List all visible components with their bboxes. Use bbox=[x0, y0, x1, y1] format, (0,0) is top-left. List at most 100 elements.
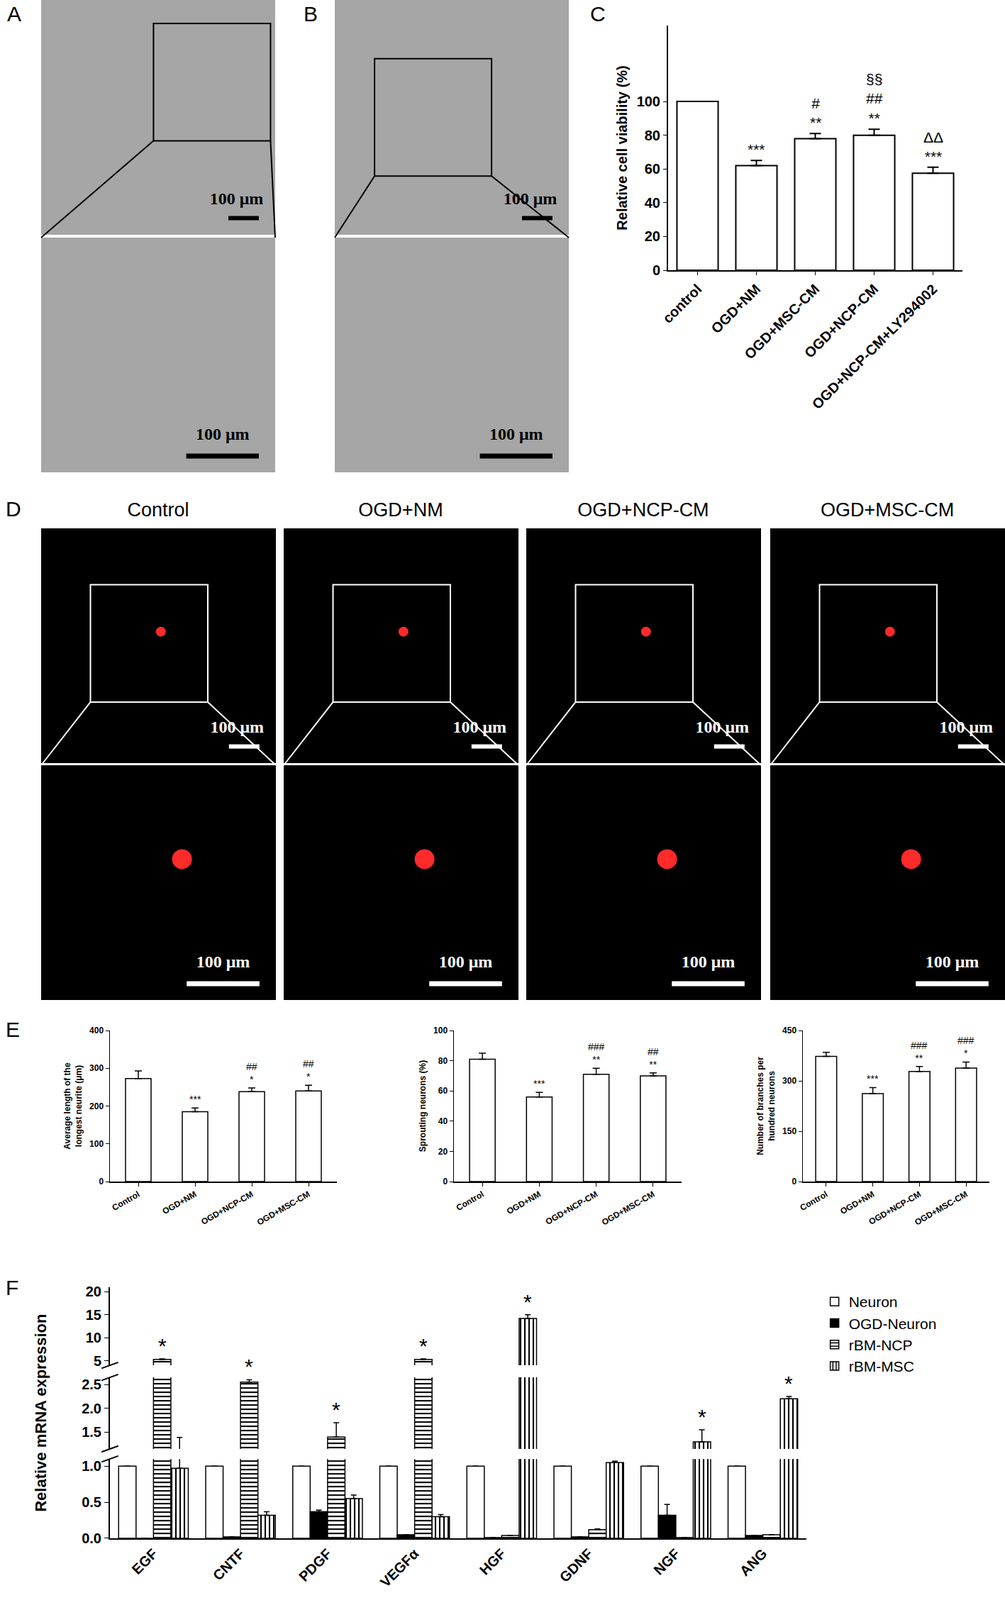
svg-text:OGD+MSC-CM: OGD+MSC-CM bbox=[741, 280, 823, 362]
svg-text:100: 100 bbox=[89, 1139, 104, 1149]
svg-text:15: 15 bbox=[85, 1307, 102, 1323]
svg-text:100 μm: 100 μm bbox=[453, 717, 508, 737]
svg-text:OGD+NM: OGD+NM bbox=[838, 1189, 876, 1218]
svg-text:OGD+MSC-CM: OGD+MSC-CM bbox=[912, 1189, 969, 1228]
svg-text:10: 10 bbox=[85, 1329, 102, 1346]
svg-text:control: control bbox=[659, 280, 705, 326]
svg-text:GDNF: GDNF bbox=[556, 1545, 596, 1586]
svg-text:100 μm: 100 μm bbox=[209, 189, 264, 208]
svg-text:E: E bbox=[5, 1017, 20, 1042]
svg-text:ΔΔ***: ΔΔ*** bbox=[923, 129, 944, 165]
svg-text:40: 40 bbox=[644, 195, 661, 211]
svg-text:A: A bbox=[7, 2, 22, 26]
svg-text:0: 0 bbox=[791, 1176, 797, 1187]
svg-text:1.0: 1.0 bbox=[81, 1458, 102, 1474]
svg-text:0.5: 0.5 bbox=[81, 1494, 102, 1510]
svg-text:Number of branches perhundred: Number of branches perhundred neurons bbox=[755, 1056, 777, 1156]
svg-text:§§##**: §§##** bbox=[865, 70, 884, 127]
svg-text:100 μm: 100 μm bbox=[695, 717, 750, 737]
svg-text:200: 200 bbox=[89, 1101, 104, 1112]
svg-text:Relative mRNA expression: Relative mRNA expression bbox=[31, 1314, 50, 1513]
svg-text:0: 0 bbox=[652, 262, 661, 279]
svg-text:***: *** bbox=[747, 141, 766, 158]
svg-text:***: *** bbox=[189, 1093, 202, 1106]
svg-text:20: 20 bbox=[85, 1283, 102, 1300]
svg-text:OGD+NCP-CM+LY294002: OGD+NCP-CM+LY294002 bbox=[809, 280, 941, 413]
svg-text:450: 450 bbox=[782, 1025, 797, 1036]
svg-text:150: 150 bbox=[782, 1126, 797, 1137]
svg-text:CNTF: CNTF bbox=[209, 1545, 248, 1584]
svg-text:Average length of thelongest n: Average length of thelongest neurite (μm… bbox=[62, 1062, 84, 1150]
svg-text:60: 60 bbox=[438, 1085, 449, 1096]
svg-text:***: *** bbox=[866, 1073, 879, 1085]
svg-text:*: * bbox=[419, 1334, 428, 1358]
svg-text:Control: Control bbox=[110, 1189, 142, 1213]
svg-text:100 μm: 100 μm bbox=[439, 952, 493, 971]
svg-text:100: 100 bbox=[433, 1025, 448, 1036]
svg-text:###*: ###* bbox=[957, 1034, 975, 1059]
svg-text:OGD-Neuron: OGD-Neuron bbox=[848, 1315, 937, 1332]
svg-text:##*: ##* bbox=[246, 1061, 258, 1086]
svg-text:Sprouting neurons (%): Sprouting neurons (%) bbox=[417, 1060, 428, 1152]
svg-text:80: 80 bbox=[438, 1056, 449, 1066]
svg-text:40: 40 bbox=[438, 1116, 449, 1127]
svg-text:OGD+NM: OGD+NM bbox=[707, 280, 764, 337]
svg-text:2.0: 2.0 bbox=[81, 1400, 102, 1417]
svg-text:*: * bbox=[523, 1290, 532, 1314]
svg-text:C: C bbox=[590, 2, 606, 26]
svg-text:EGF: EGF bbox=[129, 1545, 161, 1578]
svg-text:*: * bbox=[697, 1405, 707, 1429]
svg-text:OGD+MSC-CM: OGD+MSC-CM bbox=[255, 1189, 312, 1228]
svg-text:2.5: 2.5 bbox=[81, 1376, 102, 1393]
svg-text:B: B bbox=[303, 2, 318, 26]
svg-text:rBM-NCP: rBM-NCP bbox=[848, 1336, 913, 1354]
svg-text:20: 20 bbox=[644, 228, 661, 244]
svg-text:100 μm: 100 μm bbox=[195, 424, 250, 444]
svg-text:##**: ##** bbox=[647, 1046, 659, 1071]
svg-text:OGD+NCP-CM: OGD+NCP-CM bbox=[867, 1189, 923, 1227]
svg-text:D: D bbox=[5, 497, 22, 521]
svg-text:F: F bbox=[5, 1275, 19, 1300]
svg-text:OGD+MSC-CM: OGD+MSC-CM bbox=[820, 499, 954, 521]
svg-text:OGD+NCP-CM: OGD+NCP-CM bbox=[801, 280, 882, 362]
svg-text:#**: #** bbox=[809, 95, 822, 131]
svg-text:20: 20 bbox=[438, 1146, 449, 1157]
svg-text:OGD+NM: OGD+NM bbox=[160, 1189, 199, 1218]
svg-text:NGF: NGF bbox=[650, 1545, 683, 1578]
svg-text:Neuron: Neuron bbox=[848, 1293, 898, 1310]
svg-text:100: 100 bbox=[636, 93, 661, 110]
svg-text:***: *** bbox=[533, 1078, 546, 1090]
svg-text:OGD+NM: OGD+NM bbox=[358, 499, 443, 521]
svg-text:*: * bbox=[784, 1371, 793, 1396]
svg-text:100 μm: 100 μm bbox=[939, 717, 994, 737]
svg-text:100 μm: 100 μm bbox=[925, 952, 980, 971]
svg-text:###**: ###** bbox=[910, 1039, 928, 1064]
svg-text:OGD+NCP-CM: OGD+NCP-CM bbox=[577, 499, 709, 521]
svg-text:100 μm: 100 μm bbox=[681, 952, 736, 971]
svg-text:0.0: 0.0 bbox=[81, 1530, 102, 1547]
svg-text:rBM-MSC: rBM-MSC bbox=[848, 1358, 915, 1375]
svg-text:*: * bbox=[244, 1354, 254, 1379]
svg-text:HGF: HGF bbox=[476, 1545, 509, 1578]
svg-text:*: * bbox=[158, 1334, 167, 1358]
svg-text:PDGF: PDGF bbox=[295, 1545, 335, 1585]
svg-text:0: 0 bbox=[98, 1176, 104, 1187]
svg-text:100 μm: 100 μm bbox=[503, 189, 558, 208]
svg-text:OGD+MSC-CM: OGD+MSC-CM bbox=[600, 1189, 657, 1228]
svg-text:300: 300 bbox=[782, 1075, 797, 1086]
svg-text:VEGFα: VEGFα bbox=[377, 1545, 423, 1591]
svg-text:OGD+NM: OGD+NM bbox=[504, 1189, 543, 1218]
svg-text:###**: ###** bbox=[587, 1041, 605, 1066]
svg-text:100 μm: 100 μm bbox=[210, 717, 265, 737]
svg-text:*: * bbox=[331, 1397, 341, 1422]
svg-text:300: 300 bbox=[89, 1063, 104, 1074]
svg-text:Control: Control bbox=[454, 1189, 486, 1213]
svg-text:1.5: 1.5 bbox=[81, 1424, 102, 1440]
svg-text:400: 400 bbox=[89, 1025, 104, 1036]
svg-text:100 μm: 100 μm bbox=[489, 424, 544, 444]
svg-text:80: 80 bbox=[644, 127, 661, 144]
svg-text:ANG: ANG bbox=[736, 1545, 771, 1579]
svg-text:Relative cell viability (%): Relative cell viability (%) bbox=[614, 65, 630, 230]
svg-text:Control: Control bbox=[126, 499, 189, 521]
svg-text:100 μm: 100 μm bbox=[196, 952, 251, 971]
